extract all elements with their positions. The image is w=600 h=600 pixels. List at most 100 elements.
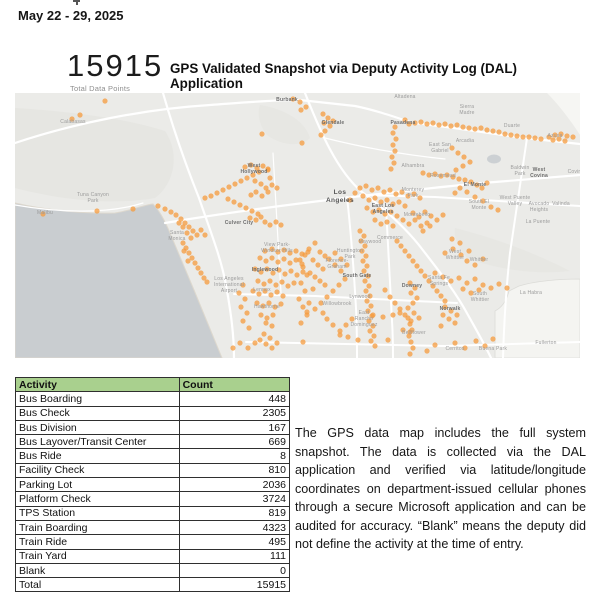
map-dot <box>258 214 264 220</box>
map-dot <box>490 336 496 342</box>
map-dot <box>296 296 302 302</box>
map-dot <box>478 125 484 131</box>
map-dot <box>263 258 269 264</box>
map-dot <box>298 280 304 286</box>
map-dot <box>332 262 338 268</box>
map-dot <box>359 248 365 254</box>
map-dot <box>204 279 210 285</box>
map-dot <box>337 328 343 334</box>
map-dot <box>302 288 308 294</box>
table-row: Platform Check 3724 <box>15 491 291 507</box>
map-dot <box>406 221 412 227</box>
map-dot <box>264 315 270 321</box>
count-cell: 3724 <box>178 491 291 507</box>
map-dot <box>259 131 265 137</box>
map-dot <box>253 217 259 223</box>
map-dot <box>306 246 312 252</box>
map-dot <box>375 185 381 191</box>
map-dot <box>564 133 570 139</box>
map-dot <box>269 182 275 188</box>
table-row: Parking Lot 2036 <box>15 477 291 493</box>
map-dot <box>450 174 456 180</box>
map-dot <box>310 286 316 292</box>
reservoir <box>487 154 501 164</box>
pacific-ocean <box>15 202 223 358</box>
map-dot <box>448 123 454 129</box>
map-dot <box>291 280 297 286</box>
map-dot <box>427 223 433 229</box>
map-dot <box>411 310 417 316</box>
map-dot <box>405 305 411 311</box>
activity-column-header: Activity <box>15 376 180 393</box>
map-dot <box>130 206 136 212</box>
map-dot <box>452 190 458 196</box>
count-cell: 448 <box>178 391 291 407</box>
map-dot <box>432 171 438 177</box>
table-row: Bus Check 2305 <box>15 405 291 421</box>
map-dot <box>472 276 478 282</box>
map-dot <box>194 232 200 238</box>
count-cell: 819 <box>178 505 291 521</box>
map-dot <box>297 99 303 105</box>
map-dot <box>252 266 258 272</box>
map-dot <box>438 173 444 179</box>
map-dot <box>269 246 275 252</box>
map-dot <box>462 177 468 183</box>
date-range: May 22 - 29, 2025 <box>18 8 124 23</box>
map-dot <box>300 304 306 310</box>
map-dot <box>189 255 195 261</box>
map-dot <box>266 300 272 306</box>
map-dot <box>310 257 316 263</box>
map-dot <box>422 209 428 215</box>
map-dot <box>300 264 306 270</box>
activity-cell: Bus Boarding <box>15 391 180 407</box>
map-dot <box>195 265 201 271</box>
region-top-right <box>547 93 580 135</box>
map-dot <box>448 278 454 284</box>
map-dot <box>315 262 321 268</box>
activity-cell: Train Ride <box>15 534 180 550</box>
map-dot <box>454 312 460 318</box>
map-dot <box>264 266 270 272</box>
map-dot <box>372 195 378 201</box>
map-dot <box>440 212 446 218</box>
map-dot <box>448 308 454 314</box>
map-dot <box>450 246 456 252</box>
map-dot <box>321 120 327 126</box>
map-dot <box>496 281 502 287</box>
map-dot <box>347 197 353 203</box>
map-dot <box>265 166 271 172</box>
map-dot <box>246 325 252 331</box>
map-dot <box>484 127 490 133</box>
map-dot <box>410 210 416 216</box>
map-dot <box>495 207 501 213</box>
map-dot <box>472 126 478 132</box>
map-dot <box>440 312 446 318</box>
table-row: Blank 0 <box>15 562 291 579</box>
map-dot <box>255 278 261 284</box>
map-dot <box>281 247 287 253</box>
map-dot <box>434 217 440 223</box>
map-dot <box>442 304 448 310</box>
activity-cell: Bus Division <box>15 419 180 436</box>
cropped-text-fragment <box>76 0 78 5</box>
map-dot <box>432 270 438 276</box>
map-dot <box>426 172 432 178</box>
map-dot <box>322 282 328 288</box>
map-dot <box>407 351 413 357</box>
map-dot <box>366 283 372 289</box>
map-dot <box>417 195 423 201</box>
map-dot <box>303 104 309 110</box>
map-dot <box>440 274 446 280</box>
map-dot <box>256 169 262 175</box>
description-paragraph: The GPS data map includes the full syste… <box>295 426 586 551</box>
map-dot <box>349 316 355 322</box>
map-dot <box>508 132 514 138</box>
map-dot <box>94 208 100 214</box>
map-dot <box>260 163 266 169</box>
total-data-points-label: Total Data Points <box>70 84 131 93</box>
map-dot <box>460 124 466 130</box>
map-dot <box>390 201 396 207</box>
activity-table: Activity Count Bus Boarding 448 Bus Check 2… <box>15 376 291 593</box>
map-dot <box>430 283 436 289</box>
